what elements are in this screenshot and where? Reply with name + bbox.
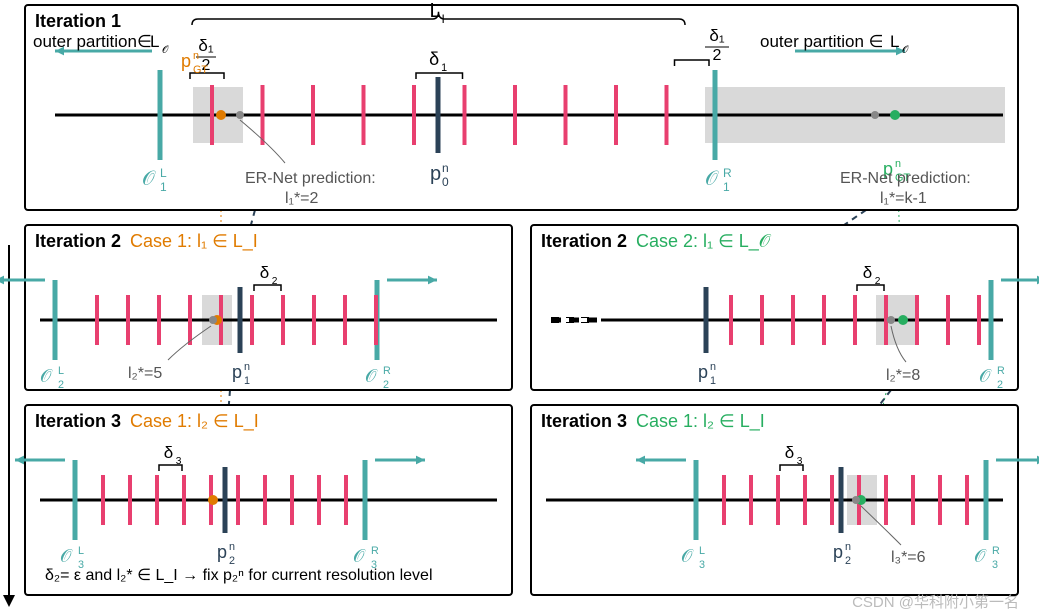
- svg-text:δ₁: δ₁: [709, 26, 724, 45]
- svg-text:n: n: [845, 541, 851, 553]
- svg-text:𝒪: 𝒪: [40, 366, 53, 386]
- svg-text:δ₂= ε and l₂* ∈ L_I → fix p₂ⁿ: δ₂= ε and l₂* ∈ L_I → fix p₂ⁿ for curren…: [45, 567, 433, 584]
- svg-text:Iteration 2: Iteration 2: [35, 231, 121, 251]
- svg-text:2: 2: [997, 379, 1003, 391]
- svg-text:R: R: [371, 545, 379, 557]
- diagram-root: Iterations Iteration 1𝒪L1𝒪R1pn0outer par…: [0, 0, 1039, 615]
- svg-text:δ₁: δ₁: [198, 36, 213, 55]
- svg-text:outer partition ∈: outer partition ∈: [760, 32, 883, 51]
- svg-text:2: 2: [875, 276, 881, 287]
- svg-text:δ: δ: [164, 443, 173, 462]
- svg-text:L: L: [78, 545, 84, 557]
- svg-text:2: 2: [713, 47, 722, 64]
- svg-text:ER-Net prediction:: ER-Net prediction:: [840, 170, 971, 187]
- svg-text:Case 1: l₂ ∈ L_I: Case 1: l₂ ∈ L_I: [636, 411, 765, 432]
- svg-text:1: 1: [244, 375, 250, 387]
- svg-text:Case 2: l₁ ∈ L_𝒪: Case 2: l₁ ∈ L_𝒪: [636, 231, 772, 252]
- svg-text:L: L: [58, 365, 64, 377]
- svg-text:R: R: [383, 365, 391, 377]
- svg-text:n: n: [229, 541, 235, 553]
- svg-text:𝒪: 𝒪: [162, 45, 169, 56]
- svg-text:L: L: [150, 32, 159, 51]
- svg-text:2: 2: [229, 555, 235, 567]
- svg-text:p: p: [430, 163, 441, 185]
- svg-text:Iteration 1: Iteration 1: [35, 11, 121, 31]
- svg-text:p: p: [217, 542, 227, 562]
- svg-text:𝒪: 𝒪: [705, 168, 719, 190]
- svg-text:2: 2: [272, 276, 278, 287]
- svg-text:n: n: [710, 361, 716, 373]
- svg-text:𝒪: 𝒪: [365, 366, 378, 386]
- svg-text:l₁*=k-1: l₁*=k-1: [880, 190, 927, 207]
- svg-text:δ: δ: [260, 263, 269, 282]
- svg-text:p: p: [698, 362, 708, 382]
- svg-text:R: R: [723, 166, 732, 180]
- svg-text:n: n: [193, 50, 199, 62]
- svg-text:L: L: [430, 0, 441, 22]
- svg-text:n: n: [895, 158, 901, 170]
- svg-text:L: L: [160, 166, 167, 180]
- svg-text:2: 2: [383, 379, 389, 391]
- svg-text:2: 2: [845, 555, 851, 567]
- svg-text:1: 1: [441, 62, 447, 74]
- svg-text:l₂*=5: l₂*=5: [128, 365, 162, 382]
- svg-text:Iteration 2: Iteration 2: [541, 231, 627, 251]
- svg-text:R: R: [997, 365, 1005, 377]
- svg-text:p: p: [232, 362, 242, 382]
- svg-text:1: 1: [723, 180, 730, 194]
- svg-text:1: 1: [710, 375, 716, 387]
- svg-text:𝒪: 𝒪: [974, 546, 987, 566]
- svg-text:GT: GT: [193, 64, 208, 76]
- svg-text:l₁*=2: l₁*=2: [285, 190, 319, 207]
- svg-text:𝒪: 𝒪: [681, 546, 694, 566]
- svg-text:Case 1: l₂ ∈ L_I: Case 1: l₂ ∈ L_I: [130, 411, 259, 432]
- svg-text:3: 3: [176, 456, 182, 467]
- svg-text:ER-Net prediction:: ER-Net prediction:: [245, 170, 376, 187]
- svg-text:2: 2: [58, 379, 64, 391]
- svg-text:3: 3: [797, 456, 803, 467]
- svg-text:n: n: [442, 161, 449, 175]
- svg-text:l₂*=8: l₂*=8: [886, 367, 920, 384]
- svg-text:I: I: [442, 12, 445, 26]
- svg-text:δ: δ: [429, 49, 439, 69]
- svg-text:outer partition∈: outer partition∈: [33, 32, 152, 51]
- svg-text:δ: δ: [785, 443, 794, 462]
- diagram-svg: Iteration 1𝒪L1𝒪R1pn0outer partition∈ L𝒪o…: [0, 0, 1039, 615]
- svg-text:𝒪: 𝒪: [979, 366, 992, 386]
- svg-text:p: p: [181, 51, 191, 71]
- watermark: CSDN @华科附小第一名: [852, 591, 1019, 612]
- svg-text:Iteration 3: Iteration 3: [541, 411, 627, 431]
- svg-text:0: 0: [442, 175, 449, 189]
- svg-text:1: 1: [160, 180, 167, 194]
- svg-text:𝒪: 𝒪: [60, 546, 73, 566]
- svg-text:Iteration 3: Iteration 3: [35, 411, 121, 431]
- svg-text:δ: δ: [863, 263, 872, 282]
- svg-text:𝒪: 𝒪: [142, 168, 156, 190]
- svg-text:l₃*=6: l₃*=6: [891, 549, 926, 566]
- svg-text:L: L: [699, 545, 705, 557]
- svg-text:3: 3: [992, 559, 998, 571]
- svg-text:3: 3: [699, 559, 705, 571]
- svg-text:Case 1: l₁ ∈ L_I: Case 1: l₁ ∈ L_I: [130, 231, 258, 252]
- svg-text:R: R: [992, 545, 1000, 557]
- svg-text:p: p: [833, 542, 843, 562]
- svg-text:L: L: [890, 32, 899, 51]
- svg-text:n: n: [244, 361, 250, 373]
- svg-text:𝒪: 𝒪: [353, 546, 366, 566]
- svg-text:𝒪: 𝒪: [902, 45, 909, 56]
